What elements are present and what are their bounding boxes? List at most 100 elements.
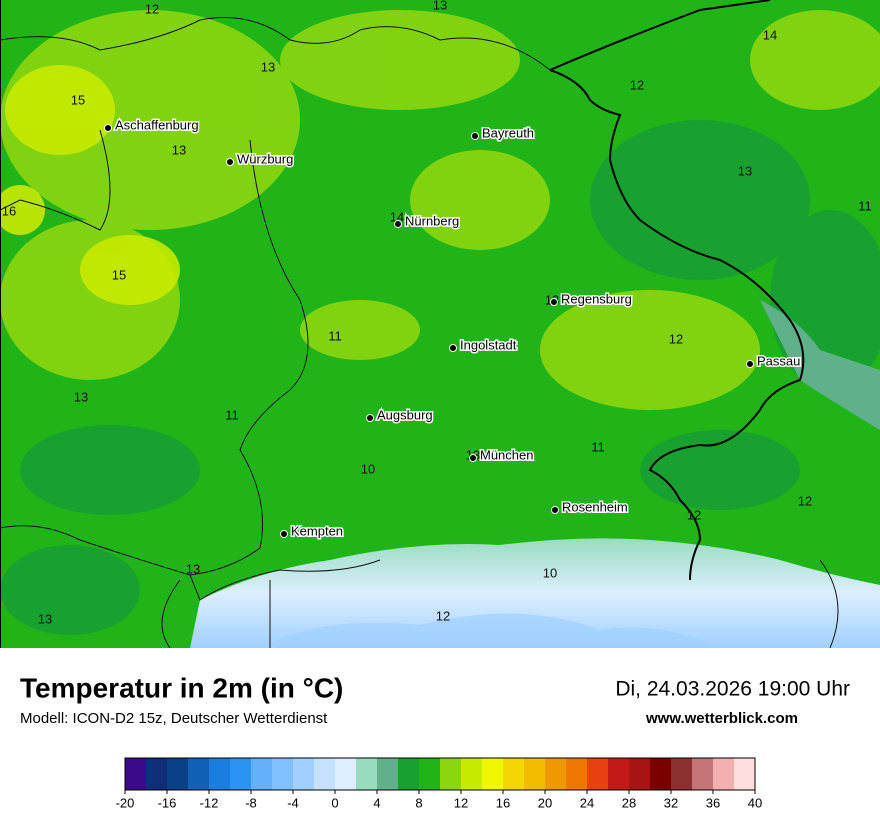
colorbar-segment xyxy=(188,758,210,790)
cool-areas xyxy=(0,120,880,635)
temperature-label: 12 xyxy=(798,493,812,508)
temperature-label: 11 xyxy=(328,328,342,343)
colorbar-segment xyxy=(734,758,756,790)
colorbar-segment xyxy=(650,758,672,790)
city-dot xyxy=(366,414,374,422)
temperature-label: 10 xyxy=(361,461,375,476)
colorbar-tick-label: 12 xyxy=(454,795,468,810)
city-label: Augsburg xyxy=(377,407,433,422)
city-label: Passau xyxy=(757,353,800,368)
city-dot xyxy=(394,220,402,228)
colorbar-tick-label: 16 xyxy=(496,795,510,810)
temperature-label: 13 xyxy=(74,389,88,404)
colorbar-segment xyxy=(293,758,315,790)
colorbar: -20 -16 -12 -8 -4 0 4 8 12 16 20 24 28 32 36 40 xyxy=(116,757,762,810)
colorbar-segment xyxy=(671,758,693,790)
city-dot xyxy=(226,158,234,166)
colorbar-segment xyxy=(545,758,567,790)
colorbar-segment xyxy=(440,758,462,790)
colorbar-segment xyxy=(230,758,252,790)
temperature-label: 13 xyxy=(172,142,186,157)
temperature-label: 11 xyxy=(858,198,872,213)
map xyxy=(0,0,880,649)
city-dot xyxy=(104,124,112,132)
colorbar-segment xyxy=(356,758,378,790)
colorbar-tick-label: 0 xyxy=(331,795,338,810)
colorbar-tick-label: -20 xyxy=(116,795,135,810)
title: Temperatur in 2m (in °C) xyxy=(20,672,343,703)
city-label: München xyxy=(480,447,533,462)
temperature-label: 15 xyxy=(112,267,126,282)
colorbar-segment xyxy=(629,758,651,790)
colorbar-segment xyxy=(335,758,357,790)
colorbar-tick-label: 40 xyxy=(748,795,762,810)
colorbar-segment xyxy=(125,758,147,790)
temperature-label: 15 xyxy=(71,92,85,107)
temperature-label: 12 xyxy=(630,77,644,92)
colorbar-segment xyxy=(209,758,231,790)
temperature-label: 11 xyxy=(225,407,239,422)
colorbar-segment xyxy=(608,758,630,790)
colorbar-segment xyxy=(482,758,504,790)
colorbar-segment xyxy=(503,758,525,790)
city-label: Würzburg xyxy=(237,151,293,166)
colorbar-tick-label: 28 xyxy=(622,795,636,810)
temperature-label: 16 xyxy=(2,203,16,218)
colorbar-segment xyxy=(461,758,483,790)
city-dot xyxy=(469,454,477,462)
colorbar-tick-label: 36 xyxy=(706,795,720,810)
colorbar-tick-label: 8 xyxy=(415,795,422,810)
hot-areas xyxy=(0,65,180,305)
temperature-label: 14 xyxy=(763,27,777,42)
temperature-label: 14 xyxy=(390,209,404,224)
city-dot xyxy=(550,298,558,306)
colorbar-segment xyxy=(524,758,546,790)
cities: Aschaffenburg Würzburg Bayreuth Nürnberg Reg… xyxy=(104,116,802,540)
website: www.wetterblick.com xyxy=(645,710,798,727)
colorbar-segment xyxy=(251,758,273,790)
highland xyxy=(760,300,880,430)
city-label: Regensburg xyxy=(561,291,632,306)
colorbar-segment xyxy=(419,758,441,790)
city-label: Rosenheim xyxy=(562,499,628,514)
colorbar-segment xyxy=(272,758,294,790)
colorbar-tick-label: -12 xyxy=(200,795,219,810)
colorbar-tick-label: 24 xyxy=(580,795,594,810)
city-label: Ingolstadt xyxy=(460,337,517,352)
subtitle: Modell: ICON-D2 15z, Deutscher Wetterdie… xyxy=(20,710,328,727)
colorbar-segment xyxy=(398,758,420,790)
city-dot xyxy=(471,132,479,140)
temperature-label: 13 xyxy=(261,59,275,74)
city-dot xyxy=(551,506,559,514)
colorbar-tick-label: -8 xyxy=(245,795,257,810)
city-label: Nürnberg xyxy=(405,213,459,228)
temperature-label: 13 xyxy=(186,561,200,576)
colorbar-segment xyxy=(377,758,399,790)
colorbar-segment xyxy=(692,758,714,790)
temperature-label: 12 xyxy=(145,1,159,16)
city-label: Bayreuth xyxy=(482,125,534,140)
colorbar-tick-label: -16 xyxy=(158,795,177,810)
colorbar-segment xyxy=(146,758,168,790)
temperature-label: 13 xyxy=(738,163,752,178)
colorbar-tick-label: 32 xyxy=(664,795,678,810)
colorbar-tick-label: 4 xyxy=(373,795,380,810)
map-labels: 12 13 14 13 12 15 13 13 16 11 14 15 13 11 12 13 11 11 10 13… xyxy=(2,0,872,626)
city-dot xyxy=(746,360,754,368)
city-dot xyxy=(449,344,457,352)
city-label: Aschaffenburg xyxy=(115,117,199,132)
colorbar-tick-label: 20 xyxy=(538,795,552,810)
alps-peaks xyxy=(260,613,720,648)
colorbar-segment xyxy=(314,758,336,790)
colorbar-segment xyxy=(566,758,588,790)
temperature-label: 13 xyxy=(38,611,52,626)
temperature-label: 12 xyxy=(669,331,683,346)
temperature-label: 12 xyxy=(687,507,701,522)
temperature-label: 10 xyxy=(543,565,557,580)
temperature-label: 13 xyxy=(433,0,447,12)
temperature-label: 11 xyxy=(591,439,605,454)
city-dot xyxy=(280,530,288,538)
colorbar-segment xyxy=(167,758,189,790)
